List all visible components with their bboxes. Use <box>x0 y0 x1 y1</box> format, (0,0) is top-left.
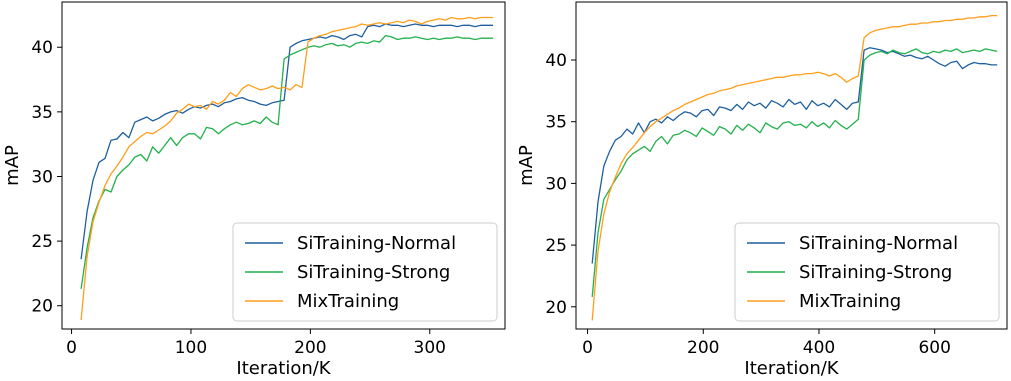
series-line-0 <box>80 23 494 260</box>
y-tick-label-2: 30 <box>31 167 53 187</box>
x-tick-label-2: 200 <box>294 338 326 358</box>
y-tick-label-2: 30 <box>545 174 567 194</box>
x-axis-label: Iteration/K <box>744 358 839 379</box>
legend-box <box>232 222 498 322</box>
series-line-2 <box>80 16 494 321</box>
y-tick-label-3: 35 <box>31 103 53 123</box>
x-tick-label-2: 400 <box>803 338 835 358</box>
legend-box <box>734 222 1000 322</box>
legend-label-1: SiTraining-Strong <box>799 262 952 283</box>
plot-frame <box>575 1 1008 330</box>
y-axis-label: mAP <box>516 145 537 186</box>
legend-label-2: MixTraining <box>297 291 399 312</box>
x-tick-label-0: 0 <box>582 338 593 358</box>
x-tick-label-3: 300 <box>414 338 446 358</box>
legend: SiTraining-Normal SiTraining-Strong MixTra… <box>734 222 1000 322</box>
legend: SiTraining-Normal SiTraining-Strong MixTra… <box>232 222 498 322</box>
y-tick-label-1: 25 <box>545 236 567 256</box>
x-axis-label: Iteration/K <box>236 358 331 379</box>
x-tick-label-1: 100 <box>175 338 207 358</box>
chart-right: 0 200 400 600 20 25 30 35 40 Iteration/K mAP SiTrai… <box>516 1 1008 379</box>
legend-label-0: SiTraining-Normal <box>297 233 456 254</box>
x-tick-label-0: 0 <box>66 338 77 358</box>
y-axis-label: mAP <box>2 145 23 186</box>
legend-label-0: SiTraining-Normal <box>799 233 958 254</box>
legend-label-2: MixTraining <box>799 291 901 312</box>
series-line-1 <box>591 48 998 297</box>
x-tick-label-1: 200 <box>687 338 719 358</box>
chart-left: 0 100 200 300 20 25 30 35 40 Iteration/K mAP SiTrai… <box>2 1 506 379</box>
y-tick-label-4: 40 <box>545 51 567 71</box>
y-tick-label-1: 25 <box>31 232 53 252</box>
y-tick-label-4: 40 <box>31 38 53 58</box>
y-tick-label-0: 20 <box>31 297 53 317</box>
plot-frame <box>61 1 506 330</box>
x-tick-label-3: 600 <box>918 338 950 358</box>
y-tick-label-3: 35 <box>545 113 567 133</box>
series-line-1 <box>80 34 494 289</box>
y-tick-label-0: 20 <box>545 298 567 318</box>
series-line-2 <box>591 14 998 321</box>
legend-label-1: SiTraining-Strong <box>297 262 450 283</box>
series-line-0 <box>591 47 998 264</box>
